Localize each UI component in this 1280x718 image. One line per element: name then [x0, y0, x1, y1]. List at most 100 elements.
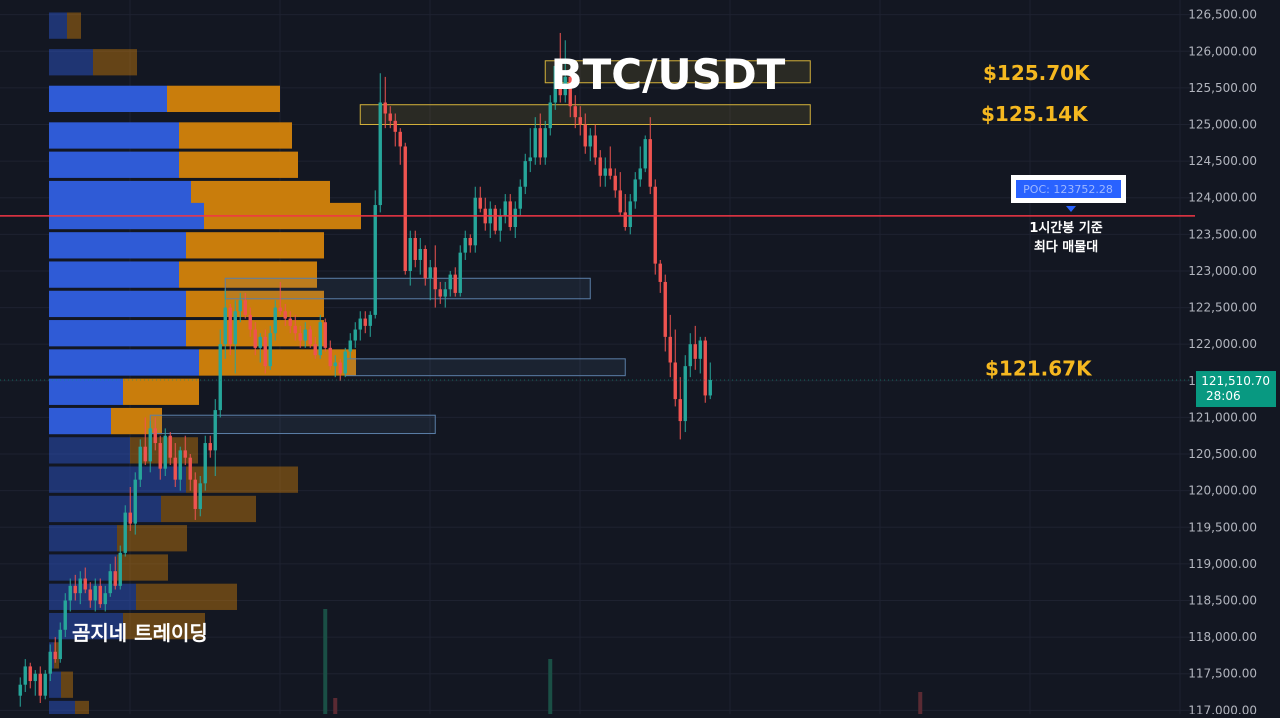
profile-sell-bar	[186, 290, 324, 318]
candle-body	[253, 329, 257, 348]
profile-sell-bar	[117, 525, 187, 552]
candle-body	[373, 205, 377, 315]
candle-body	[648, 139, 652, 187]
y-tick-label: 120,500.00	[1188, 447, 1257, 461]
candles	[18, 32, 712, 707]
candle-body	[203, 443, 207, 484]
profile-buy-bar	[49, 700, 75, 718]
profile-sell-bar	[67, 12, 81, 39]
candle-body	[428, 267, 432, 279]
candle-body	[363, 318, 367, 326]
candle-body	[133, 479, 137, 524]
candle-body	[83, 578, 87, 590]
candle-body	[368, 314, 372, 326]
profile-sell-bar	[179, 151, 298, 178]
candle-body	[188, 457, 192, 480]
candle-body	[183, 450, 187, 458]
candle-body	[628, 201, 632, 228]
profile-sell-bar	[75, 700, 89, 718]
current-price-value: 121,510.70	[1201, 374, 1270, 388]
candle-body	[663, 281, 667, 337]
candle-body	[308, 329, 312, 345]
candle-body	[298, 333, 302, 341]
candle-body	[583, 124, 587, 147]
y-tick-label: 124,000.00	[1188, 191, 1257, 205]
candle-body	[53, 651, 57, 660]
volume-bars	[323, 609, 923, 714]
profile-sell-bar	[111, 407, 162, 435]
candle-body	[473, 197, 477, 246]
y-tick-label: 123,500.00	[1188, 227, 1257, 241]
y-tick-label: 126,500.00	[1188, 8, 1257, 22]
price-zones	[149, 60, 811, 435]
candle-body	[248, 314, 252, 330]
candle-body	[228, 307, 232, 345]
volume-bar	[333, 698, 338, 714]
level-label-125700: $125.70K	[983, 61, 1091, 85]
candle-body	[23, 666, 27, 685]
candle-body	[588, 135, 592, 147]
candle-body	[433, 267, 437, 290]
profile-buy-bar	[49, 151, 179, 178]
candle-body	[223, 307, 227, 345]
candle-body	[243, 300, 247, 315]
candle-body	[678, 399, 682, 422]
candle-body	[233, 311, 237, 345]
candle-body	[423, 248, 427, 279]
profile-buy-bar	[49, 583, 136, 610]
candle-body	[198, 483, 202, 509]
volume-profile	[49, 12, 361, 718]
candle-body	[693, 344, 697, 359]
candle-body	[273, 307, 277, 334]
poc-label: POC: 123752.28	[1023, 183, 1113, 196]
watermark-text: 곰지네 트레이딩	[72, 621, 208, 645]
candle-body	[208, 443, 212, 451]
candle-body	[468, 238, 472, 246]
price-zone	[344, 358, 626, 377]
candle-body	[393, 120, 397, 132]
profile-buy-bar	[49, 466, 186, 493]
candle-body	[163, 435, 167, 469]
candle-body	[513, 208, 517, 228]
profile-sell-bar	[186, 466, 298, 493]
candle-body	[88, 589, 92, 601]
candle-body	[353, 329, 357, 341]
candle-body	[278, 307, 282, 312]
candle-body	[593, 135, 597, 158]
candle-body	[28, 666, 32, 682]
candle-body	[218, 344, 222, 411]
price-axis[interactable]: 126,500.00 126,000.00 125,500.00 125,000.00…	[1188, 8, 1257, 718]
y-tick-label: 125,000.00	[1188, 117, 1257, 131]
candle-body	[108, 571, 112, 594]
candle-body	[533, 128, 537, 158]
candle-body	[348, 340, 352, 352]
y-tick-label: 118,500.00	[1188, 593, 1257, 607]
candle-body	[558, 65, 562, 96]
profile-buy-bar	[49, 495, 161, 523]
volume-bar	[918, 692, 923, 714]
candle-body	[503, 201, 507, 217]
profile-sell-bar	[191, 180, 330, 208]
candle-body	[698, 340, 702, 359]
profile-buy-bar	[49, 290, 186, 318]
volume-bar	[548, 659, 553, 714]
candle-body	[413, 238, 417, 260]
candle-body	[688, 344, 692, 367]
profile-buy-bar	[49, 232, 186, 259]
y-tick-label: 119,500.00	[1188, 520, 1257, 534]
candle-body	[388, 113, 392, 121]
profile-buy-bar	[49, 49, 93, 76]
profile-buy-bar	[49, 12, 67, 39]
profile-buy-bar	[49, 85, 167, 113]
candle-body	[443, 289, 447, 297]
candle-body	[18, 684, 22, 696]
profile-sell-bar	[199, 349, 356, 376]
candle-body	[438, 289, 442, 297]
profile-sell-bar	[123, 378, 199, 405]
candle-body	[103, 593, 107, 605]
candle-body	[578, 117, 582, 125]
profile-buy-bar	[49, 554, 117, 581]
y-tick-label: 121,000.00	[1188, 410, 1257, 424]
price-zone	[149, 414, 436, 435]
